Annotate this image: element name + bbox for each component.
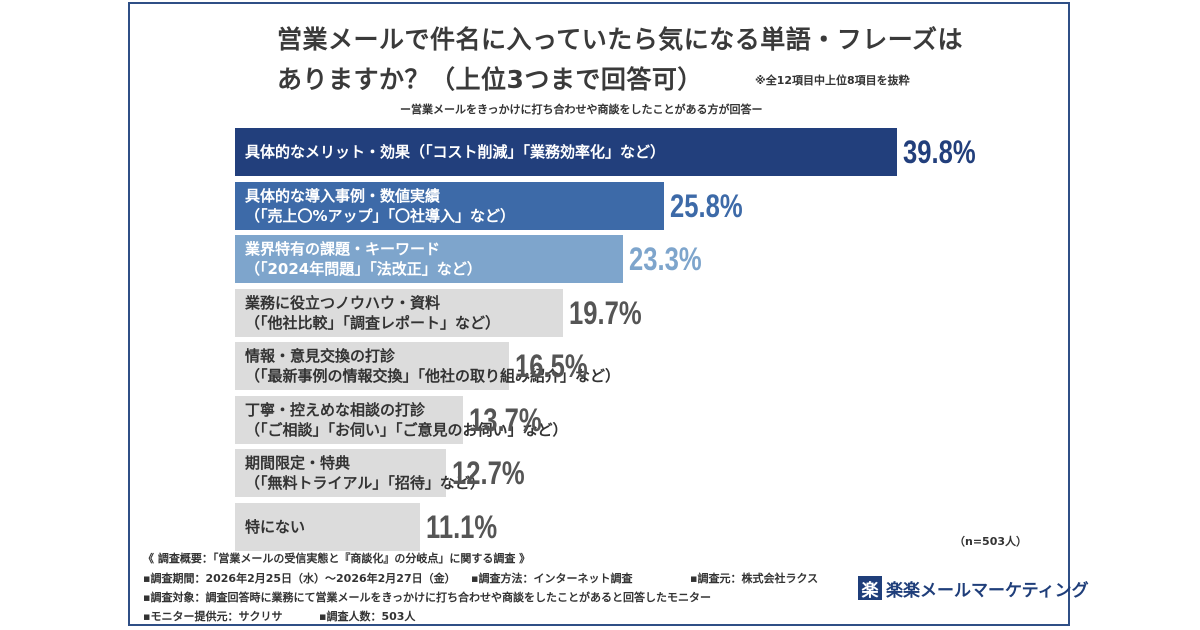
value-label-5: 16.5% xyxy=(515,348,588,384)
brand-logo: 楽 楽楽メールマーケティング xyxy=(858,575,1089,601)
value-label-6: 13.7% xyxy=(469,402,542,438)
bar-label-8-line-1: 特にない xyxy=(245,518,306,536)
bar-label-6-line-2: （「ご相談」「お伺い」「ご意見のお伺い」など） xyxy=(245,421,568,439)
bar-label-3-line-1: 業界特有の課題・キーワード xyxy=(245,240,441,258)
bar-label-1-line-1: 具体的なメリット・効果（「コスト削減」「業務効率化」など） xyxy=(245,143,666,161)
bar-7 xyxy=(235,449,446,497)
bar-2 xyxy=(235,181,664,230)
excerpt-note: ※全12項目中上位8項目を抜粋 xyxy=(755,74,910,87)
bar-label-5-line-1: 情報・意見交換の打診 xyxy=(245,347,396,365)
bar-label-2-line-2: （「売上〇%アップ」「〇社導入」など） xyxy=(245,207,516,225)
survey-method: ▪調査方法：インターネット調査 xyxy=(471,572,633,585)
chart-title-line2: ありますか？（上位3つまで回答可） xyxy=(277,65,703,94)
logo-mark-icon: 楽 xyxy=(858,576,882,601)
bar-4 xyxy=(235,288,563,337)
bar-5 xyxy=(235,342,509,390)
survey-period: ▪調査期間：2026年2月25日（水）～2026年2月27日（金） xyxy=(143,572,456,585)
value-label-7: 12.7% xyxy=(452,455,525,491)
bar-label-2-line-1: 具体的な導入事例・数値実績 xyxy=(245,187,441,205)
bar-label-7-line-2: （「無料トライアル」「招待」など） xyxy=(245,474,485,492)
bar-label-7-line-1: 期間限定・特典 xyxy=(245,454,351,472)
respondent-count: ▪調査人数：503人 xyxy=(319,610,416,623)
bar-8 xyxy=(235,502,420,551)
bar-label-4-line-2: （「他社比較」「調査レポート」など） xyxy=(245,314,501,332)
survey-source: ▪調査元：株式会社ラクス xyxy=(690,572,819,585)
value-label-3: 23.3% xyxy=(629,241,702,277)
survey-title: 《 調査概要：「営業メールの受信実態と『商談化』の分岐点」に関する調査 》 xyxy=(143,552,531,565)
bar-label-4-line-1: 業務に役立つノウハウ・資料 xyxy=(245,294,441,312)
chart-title-line1: 営業メールで件名に入っていたら気になる単語・フレーズは xyxy=(277,25,964,54)
bar-1 xyxy=(235,128,897,176)
bar-label-6-line-1: 丁寧・控えめな相談の打診 xyxy=(245,401,426,419)
bar-label-5-line-2: （「最新事例の情報交換」「他社の取り組み紹介」など） xyxy=(245,367,621,385)
chart-subtitle: ー営業メールをきっかけに打ち合わせや商談をしたことがある方が回答ー xyxy=(400,103,763,116)
bar-6 xyxy=(235,395,463,444)
bar-label-3-line-2: （「2024年問題」「法改正」など） xyxy=(245,260,482,278)
value-label-1: 39.8% xyxy=(903,134,976,170)
value-label-4: 19.7% xyxy=(569,295,642,331)
survey-target: ▪調査対象：調査回答時に業務にて営業メールをきっかけに打ち合わせや商談をしたこと… xyxy=(143,591,712,604)
sample-size-note: （n=503人） xyxy=(954,535,1028,548)
value-label-2: 25.8% xyxy=(670,188,743,224)
bar-3 xyxy=(235,235,623,283)
logo-text: 楽楽メールマーケティング xyxy=(886,580,1089,601)
monitor-provider: ▪モニター提供元：サクリサ xyxy=(143,610,283,623)
value-label-8: 11.1% xyxy=(426,509,498,545)
